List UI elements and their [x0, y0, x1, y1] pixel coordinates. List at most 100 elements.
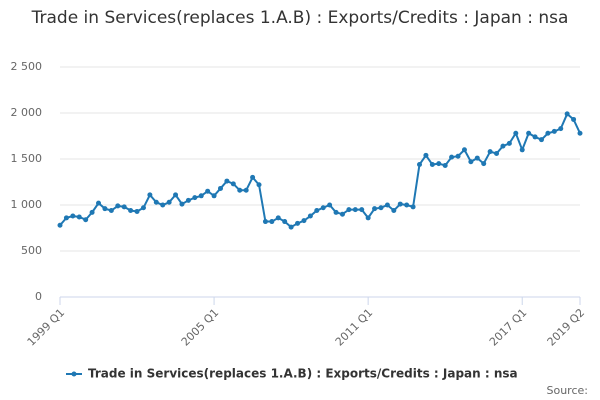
y-tick-label: 2 500 [11, 60, 43, 73]
x-tick-label: 2011 Q1 [333, 306, 376, 349]
point [417, 162, 423, 168]
point [269, 219, 275, 225]
point [115, 203, 121, 209]
point [404, 202, 410, 208]
point [538, 137, 544, 143]
point [262, 219, 268, 225]
point [250, 174, 256, 180]
point [410, 204, 416, 210]
point [526, 130, 532, 136]
point [307, 213, 313, 219]
point [256, 182, 262, 188]
point [500, 143, 506, 149]
point [147, 192, 153, 198]
point [224, 178, 230, 184]
y-tick-label: 2 000 [11, 106, 43, 119]
point [455, 153, 461, 159]
point [449, 154, 455, 160]
point [442, 162, 448, 168]
x-tick-label: 2019 Q2 [545, 306, 588, 349]
point [108, 208, 114, 214]
x-tick-label: 2017 Q1 [487, 306, 530, 349]
point [70, 213, 76, 219]
point [519, 147, 525, 153]
point [63, 215, 69, 221]
source: Source: [547, 384, 589, 397]
point [327, 202, 333, 208]
point [513, 130, 519, 136]
point [352, 207, 358, 213]
point [275, 215, 281, 221]
point [474, 155, 480, 161]
point [83, 217, 89, 223]
point [57, 222, 63, 228]
point [76, 214, 82, 220]
point [121, 204, 127, 210]
point [397, 201, 403, 207]
point [237, 187, 243, 193]
point [545, 130, 551, 136]
point [314, 208, 320, 214]
x-tick-label: 1999 Q1 [25, 306, 68, 349]
point [217, 185, 223, 191]
y-tick-label: 1 500 [11, 152, 43, 165]
point [577, 130, 583, 136]
point [532, 134, 538, 140]
point [333, 209, 339, 215]
point [423, 152, 429, 158]
point [179, 201, 185, 207]
point [166, 199, 172, 205]
point [205, 188, 211, 194]
point [89, 209, 95, 215]
point [564, 111, 570, 117]
legend-marker [71, 371, 77, 377]
point [102, 206, 108, 212]
point [571, 116, 577, 122]
point [230, 181, 236, 187]
point [551, 128, 557, 134]
point [506, 140, 512, 146]
chart-title: Trade in Services(replaces 1.A.B) : Expo… [31, 8, 569, 28]
point [96, 200, 102, 206]
legend-label: Trade in Services(replaces 1.A.B) : Expo… [88, 367, 518, 381]
point [468, 159, 474, 165]
point [243, 187, 249, 193]
point [436, 161, 442, 167]
point [346, 207, 352, 213]
point [378, 205, 384, 211]
point [288, 224, 294, 230]
point [160, 202, 166, 208]
point [494, 150, 500, 156]
point [128, 208, 134, 214]
point [192, 195, 198, 201]
y-tick-label: 0 [35, 290, 42, 303]
point [429, 162, 435, 168]
point [134, 208, 140, 214]
point [153, 199, 159, 205]
point [185, 197, 191, 203]
point [365, 215, 371, 221]
point [391, 208, 397, 214]
point [211, 193, 217, 199]
point [359, 207, 365, 213]
y-tick-label: 1 000 [11, 198, 43, 211]
point [481, 161, 487, 167]
point [320, 205, 326, 211]
point [173, 192, 179, 198]
point [461, 147, 467, 153]
point [198, 193, 204, 199]
point [339, 211, 345, 217]
point [487, 149, 493, 155]
point [558, 126, 564, 132]
point [295, 220, 301, 226]
x-tick-label: 2005 Q1 [179, 306, 222, 349]
point [384, 202, 390, 208]
y-tick-label: 500 [21, 244, 42, 257]
point [140, 205, 146, 211]
point [282, 219, 288, 225]
line [59, 112, 581, 229]
point [301, 218, 307, 224]
point [372, 206, 378, 212]
